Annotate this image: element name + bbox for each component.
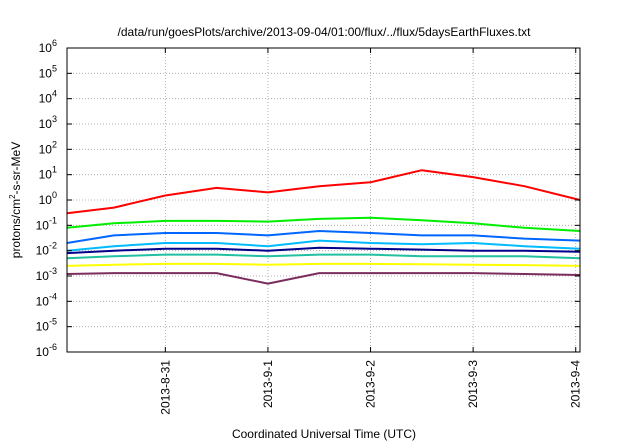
y-tick-label: 10-5 bbox=[36, 317, 57, 334]
y-tick-label: 105 bbox=[39, 63, 57, 80]
x-tick-labels: 2013-8-31 2013-9-1 2013-9-2 2013-9-3 2013-9-… bbox=[158, 360, 582, 415]
y-axis-title-suffix: -s-sr-MeV bbox=[9, 142, 23, 195]
y-axis-title-superscript: 2 bbox=[8, 194, 17, 199]
x-tick-label: 2013-9-2 bbox=[364, 360, 378, 408]
axis-ticks bbox=[67, 47, 580, 353]
chart-title: /data/run/goesPlots/archive/2013-09-04/0… bbox=[118, 25, 532, 39]
y-tick-label: 103 bbox=[39, 114, 57, 131]
y-axis-title: protons/cm2-s-sr-MeV bbox=[8, 142, 23, 258]
series-line-3 bbox=[66, 230, 581, 244]
series-line-8 bbox=[66, 272, 581, 285]
series-line-7 bbox=[66, 262, 581, 267]
y-tick-labels: 10-6 10-5 10-4 10-3 10-2 10-1 100 101 102 103 104 1… bbox=[36, 38, 57, 359]
y-tick-label: 10-4 bbox=[36, 291, 57, 308]
series-line-6 bbox=[66, 253, 581, 260]
y-tick-label: 104 bbox=[39, 89, 57, 106]
x-tick-label: 2013-9-4 bbox=[569, 360, 583, 408]
y-tick-label: 10-2 bbox=[36, 241, 57, 258]
x-axis-title: Coordinated Universal Time (UTC) bbox=[232, 427, 416, 441]
x-tick-label: 2013-9-3 bbox=[466, 360, 480, 408]
y-tick-label: 101 bbox=[39, 165, 57, 182]
y-tick-label: 10-1 bbox=[36, 215, 57, 232]
series-line-4 bbox=[66, 239, 581, 252]
y-tick-label: 10-3 bbox=[36, 266, 57, 283]
y-axis-title-main: protons/cm bbox=[9, 199, 23, 258]
y-tick-label: 100 bbox=[39, 190, 57, 207]
series-line-1 bbox=[66, 169, 581, 215]
x-tick-label: 2013-9-1 bbox=[261, 360, 275, 408]
series-line-2 bbox=[66, 216, 581, 232]
series-group bbox=[66, 169, 581, 285]
series-line-5 bbox=[66, 246, 581, 255]
y-tick-label: 106 bbox=[39, 38, 57, 55]
y-tick-label: 102 bbox=[39, 139, 57, 156]
y-tick-label: 10-6 bbox=[36, 342, 57, 359]
x-tick-label: 2013-8-31 bbox=[158, 360, 172, 415]
